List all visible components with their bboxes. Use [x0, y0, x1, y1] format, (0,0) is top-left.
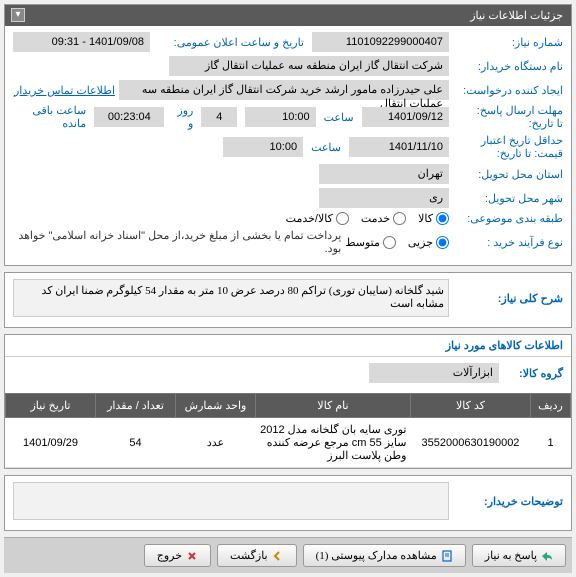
purchase-type-label: نوع فرآیند خرید :	[453, 236, 563, 249]
attachments-button[interactable]: مشاهده مدارک پیوستی (1)	[303, 544, 466, 567]
exit-button[interactable]: خروج	[144, 544, 211, 567]
delivery-city-label: شهر محل تحویل:	[453, 192, 563, 205]
deadline-time: 10:00	[245, 107, 315, 127]
cell-row: 1	[531, 418, 571, 468]
days-label: روز و	[168, 104, 197, 130]
buyer-org-label: نام دستگاه خریدار:	[453, 60, 563, 73]
radio-service[interactable]: خدمت	[361, 212, 406, 225]
th-row: ردیف	[531, 394, 571, 418]
category-radio-group: کالا خدمت کالا/خدمت	[286, 212, 449, 225]
delivery-state-value: تهران	[319, 164, 449, 184]
need-desc-panel: شرح کلی نیاز:	[4, 272, 572, 328]
need-desc-text	[13, 279, 449, 317]
purchase-note: پرداخت تمام یا بخشی از مبلغ خرید،از محل …	[13, 229, 341, 255]
cell-date: 1401/09/29	[6, 418, 96, 468]
purchase-type-group: جزیی متوسط	[345, 236, 449, 249]
th-name: نام کالا	[256, 394, 411, 418]
category-label: طبقه بندی موضوعی:	[453, 212, 563, 225]
announce-label: تاریخ و ساعت اعلان عمومی:	[154, 36, 304, 49]
requester-label: ایجاد کننده درخواست:	[453, 84, 563, 97]
days-value: 4	[201, 107, 237, 127]
th-qty: تعداد / مقدار	[96, 394, 176, 418]
radio-mid[interactable]: متوسط	[345, 236, 396, 249]
requester-value: علی حیدرزاده مامور ارشد خرید شرکت انتقال…	[119, 80, 449, 100]
cell-code: 3552000630190002	[411, 418, 531, 468]
delivery-city-value: ری	[319, 188, 449, 208]
button-bar: پاسخ به نیاز مشاهده مدارک پیوستی (1) باز…	[4, 537, 572, 573]
radio-both[interactable]: کالا/خدمت	[286, 212, 349, 225]
need-desc-label: شرح کلی نیاز:	[453, 292, 563, 305]
need-number-label: شماره نیاز:	[453, 36, 563, 49]
deadline-label: مهلت ارسال پاسخ: تا تاریخ:	[453, 104, 563, 130]
remain-label: ساعت باقی مانده	[13, 104, 90, 130]
validity-date: 1401/11/10	[349, 137, 449, 157]
remain-time: 00:23:04	[94, 107, 164, 127]
th-unit: واحد شمارش	[176, 394, 256, 418]
cell-name: توری سایه بان گلخانه مدل 2012 سایز cm 55…	[256, 418, 411, 468]
main-panel: جزئیات اطلاعات نیاز ▾ شماره نیاز: 110109…	[4, 4, 572, 266]
need-number-value: 1101092299000407	[312, 32, 449, 52]
radio-goods[interactable]: کالا	[418, 212, 449, 225]
attachment-icon	[441, 550, 453, 562]
buyer-notes-panel: توضیحات خریدار:	[4, 475, 572, 531]
cell-unit: عدد	[176, 418, 256, 468]
panel-header: جزئیات اطلاعات نیاز ▾	[5, 5, 571, 26]
radio-partial[interactable]: جزیی	[408, 236, 449, 249]
deadline-date: 1401/09/12	[362, 107, 449, 127]
collapse-icon[interactable]: ▾	[11, 8, 25, 22]
validity-time: 10:00	[223, 137, 303, 157]
back-icon	[272, 550, 284, 562]
panel-title: جزئیات اطلاعات نیاز	[470, 10, 563, 22]
items-panel: اطلاعات کالاهای مورد نیاز گروه کالا: ابز…	[4, 334, 572, 469]
reply-button[interactable]: پاسخ به نیاز	[472, 544, 566, 567]
group-value: ابزارآلات	[369, 363, 499, 383]
buyer-notes-text	[13, 482, 449, 520]
announce-value: 1401/09/08 - 09:31	[13, 32, 150, 52]
panel-body: شماره نیاز: 1101092299000407 تاریخ و ساع…	[5, 26, 571, 265]
buyer-notes-label: توضیحات خریدار:	[453, 495, 563, 508]
table-header-row: ردیف کد کالا نام کالا واحد شمارش تعداد /…	[6, 394, 571, 418]
th-code: کد کالا	[411, 394, 531, 418]
items-table: ردیف کد کالا نام کالا واحد شمارش تعداد /…	[5, 393, 571, 468]
group-label: گروه کالا:	[503, 367, 563, 380]
delivery-state-label: استان محل تحویل:	[453, 168, 563, 181]
items-section-title: اطلاعات کالاهای مورد نیاز	[5, 335, 571, 357]
validity-label: حداقل تاریخ اعتبار قیمت: تا تاریخ:	[453, 134, 563, 160]
time-label-2: ساعت	[307, 141, 345, 154]
reply-icon	[541, 550, 553, 562]
time-label-1: ساعت	[320, 111, 358, 124]
table-row: 1 3552000630190002 توری سایه بان گلخانه …	[6, 418, 571, 468]
exit-icon	[186, 550, 198, 562]
th-date: تاریخ نیاز	[6, 394, 96, 418]
contact-link[interactable]: اطلاعات تماس خریدار	[14, 84, 115, 97]
buyer-org-value: شرکت انتقال گاز ایران منطقه سه عملیات ان…	[169, 56, 449, 76]
cell-qty: 54	[96, 418, 176, 468]
back-button[interactable]: بازگشت	[217, 544, 297, 567]
